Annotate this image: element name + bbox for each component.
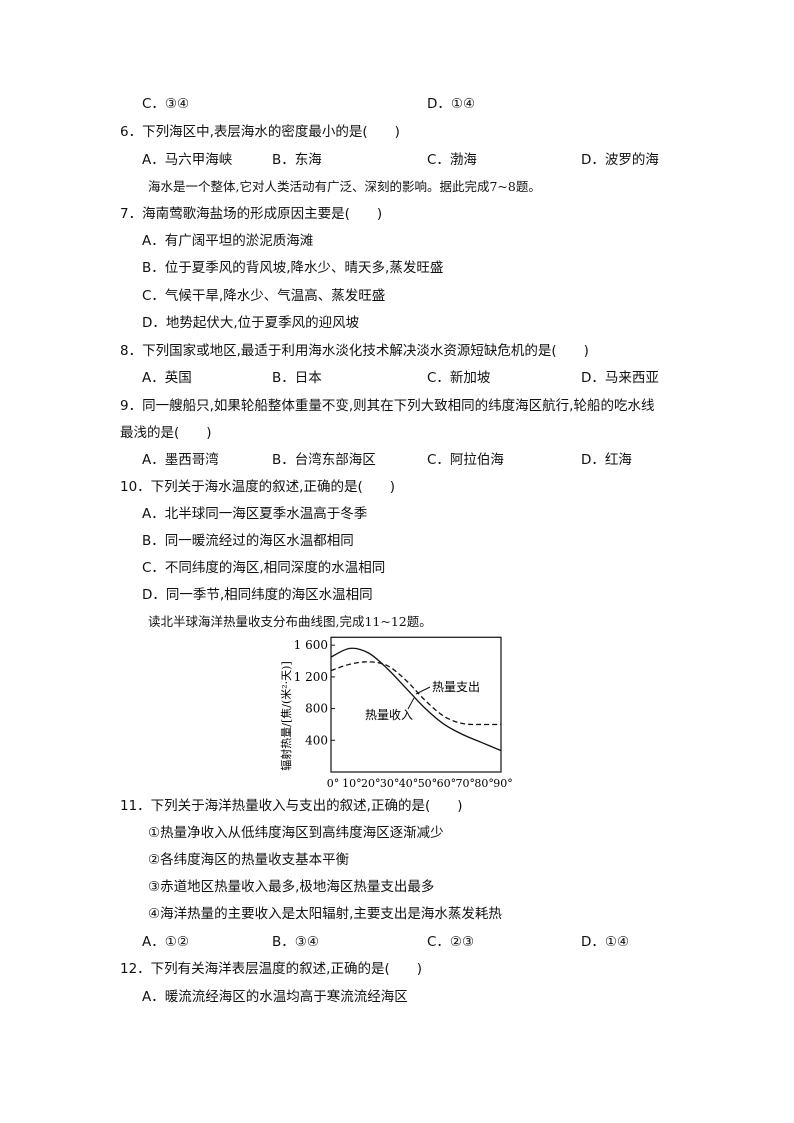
statement-2: ②各纬度海区的热量收支基本平衡: [148, 852, 350, 868]
option-b: B．台湾东部海区: [272, 452, 376, 468]
option-b: B．东海: [272, 152, 322, 168]
option-a: A．墨西哥湾: [142, 452, 219, 468]
intro-11-12: 读北半球海洋热量收支分布曲线图,完成11~12题。: [148, 614, 432, 629]
option-d: D．红海: [581, 452, 632, 468]
option-a: A．马六甲海峡: [142, 152, 233, 168]
q8-stem: 8．下列国家或地区,最适于利用海水淡化技术解决淡水资源短缺危机的是( ): [120, 343, 589, 359]
leader-line-income: [407, 697, 415, 710]
q10-stem: 10．下列关于海水温度的叙述,正确的是( ): [120, 479, 396, 495]
statement-4: ④海洋热量的主要收入是太阳辐射,主要支出是海水蒸发耗热: [148, 906, 502, 922]
intro-7-8: 海水是一个整体,它对人类活动有广泛、深刻的影响。据此完成7~8题。: [148, 179, 541, 194]
y-tick-label: 1 600: [294, 638, 328, 652]
y-tick-label: 1 200: [294, 670, 328, 684]
q7-stem: 7．海南莺歌海盐场的形成原因主要是( ): [120, 206, 383, 222]
option-c: C．新加坡: [427, 370, 491, 386]
option-d: D．同一季节,相同纬度的海区水温相同: [142, 587, 373, 603]
option-b: B．③④: [272, 934, 319, 950]
option-a: A．有广阔平坦的淤泥质海滩: [142, 233, 314, 249]
x-tick-label: 40°: [399, 777, 419, 790]
q9-stem-line2: 最浅的是( ): [120, 425, 212, 441]
x-tick-label: 20°: [361, 777, 381, 790]
y-axis-label: 辐射热量/[焦/(米²·天)]: [279, 661, 293, 770]
legend-label-expenditure: 热量支出: [432, 680, 480, 694]
option-b: B．位于夏季风的背风坡,降水少、晴天多,蒸发旺盛: [142, 260, 444, 276]
x-tick-label: 60°: [437, 777, 457, 790]
option-a: A．①②: [142, 934, 189, 950]
option-a: A．英国: [142, 370, 192, 386]
option-d: D．地势起伏大,位于夏季风的迎风坡: [142, 315, 360, 331]
option-c: C．气候干旱,降水少、气温高、蒸发旺盛: [142, 288, 386, 304]
q11-stem: 11．下列关于海洋热量收入与支出的叙述,正确的是( ): [120, 798, 463, 814]
heat-expenditure-line: [330, 661, 502, 726]
option-c: C．③④: [142, 96, 190, 112]
x-tick-label: 90°: [493, 777, 513, 790]
q12-stem: 12．下列有关海洋表层温度的叙述,正确的是( ): [120, 961, 423, 977]
x-tick-label: 70°: [455, 777, 475, 790]
option-c: C．阿拉伯海: [427, 452, 504, 468]
x-tick-label: 80°: [474, 777, 494, 790]
heat-budget-chart: 辐射热量/[焦/(米²·天)] 1 600 1 200 800 400 0° 10° 20°…: [279, 636, 513, 790]
option-d: D．①④: [581, 934, 630, 950]
option-c: C．渤海: [427, 152, 477, 168]
statement-1: ①热量净收入从低纬度海区到高纬度海区逐渐减少: [148, 825, 444, 841]
option-d: D．马来西亚: [581, 370, 659, 386]
y-tick-label: 800: [305, 702, 328, 716]
option-d: D．①④: [427, 96, 476, 112]
legend-label-income: 热量收入: [365, 708, 413, 722]
x-tick-label: 30°: [380, 777, 400, 790]
option-a: A．北半球同一海区夏季水温高于冬季: [142, 506, 368, 522]
x-tick-label: 50°: [418, 777, 438, 790]
option-a: A．暖流流经海区的水温均高于寒流流经海区: [142, 989, 408, 1005]
option-c: C．②③: [427, 934, 475, 950]
heat-income-line: [330, 647, 502, 752]
option-c: C．不同纬度的海区,相同深度的水温相同: [142, 560, 386, 576]
option-b: B．日本: [272, 370, 322, 386]
q6-stem: 6．下列海区中,表层海水的密度最小的是( ): [120, 124, 400, 140]
leader-line-expenditure: [415, 686, 431, 695]
y-tick-label: 400: [305, 733, 328, 747]
option-d: D．波罗的海: [581, 152, 659, 168]
q9-stem-line1: 9．同一艘船只,如果轮船整体重量不变,则其在下列大致相同的纬度海区航行,轮船的吃…: [120, 398, 655, 414]
x-tick-label: 0°: [327, 777, 340, 790]
x-tick-label: 10°: [342, 777, 362, 790]
option-b: B．同一暖流经过的海区水温都相同: [142, 533, 354, 549]
plot-frame: [330, 636, 502, 773]
statement-3: ③赤道地区热量收入最多,极地海区热量支出最多: [148, 879, 435, 895]
